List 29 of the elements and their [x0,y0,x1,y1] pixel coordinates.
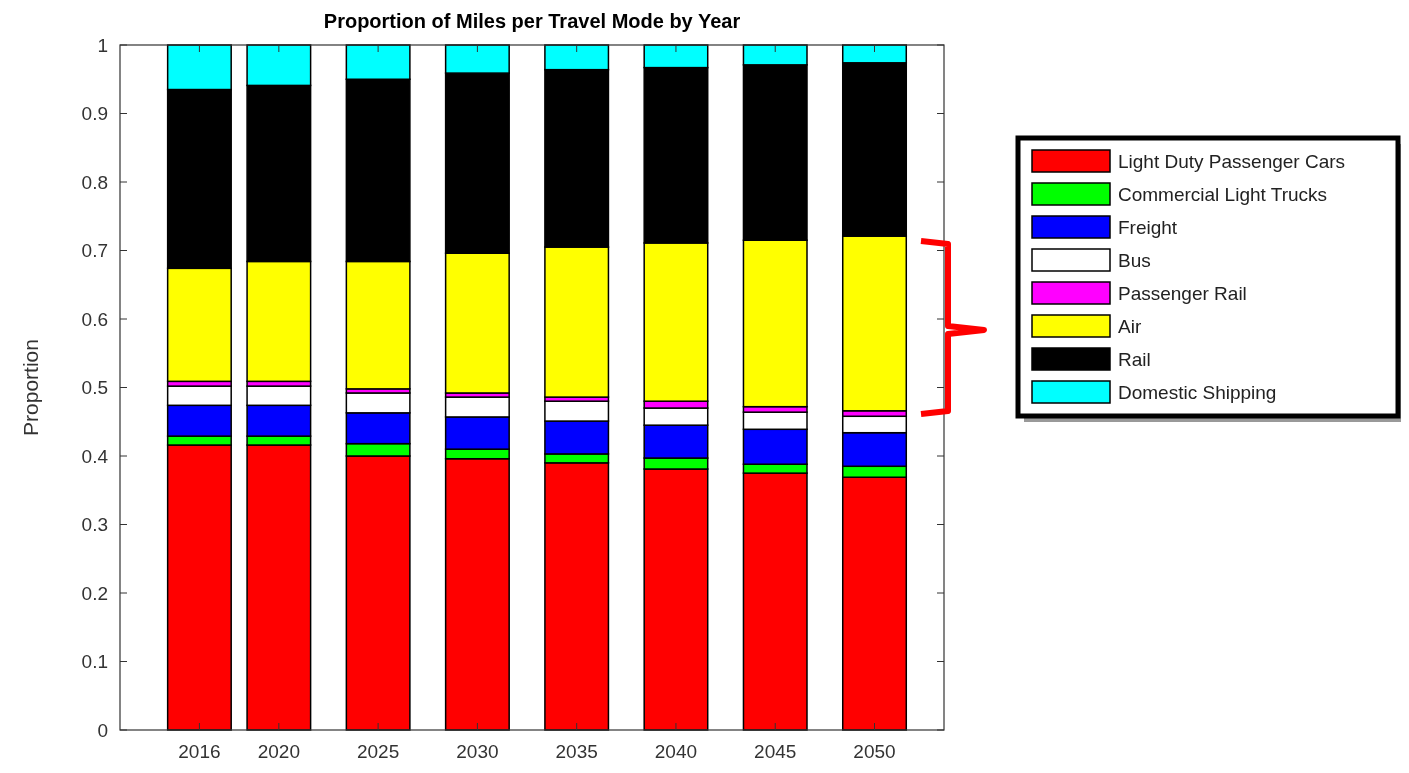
legend-label: Passenger Rail [1118,282,1247,304]
y-tick-label: 0.3 [81,514,108,536]
x-tick-label: 2050 [853,741,896,762]
y-tick-label: 0.8 [81,171,108,193]
y-tick-label: 0.7 [81,240,108,262]
y-tick-label: 0 [97,719,108,741]
x-tick-label: 2030 [456,741,499,762]
x-tick-label: 2035 [555,741,598,762]
legend-label: Light Duty Passenger Cars [1118,150,1346,172]
legend-label: Commercial Light Trucks [1118,183,1328,205]
legend-label: Bus [1118,249,1151,271]
y-axis-title: Proportion [19,339,42,436]
legend-label: Air [1118,315,1142,337]
x-tick-label: 2016 [178,741,221,762]
y-tick-label: 0.2 [81,582,108,604]
y-tick-label: 1 [97,34,108,56]
y-tick-label: 0.9 [81,103,108,125]
legend-label: Domestic Shipping [1118,381,1277,403]
y-tick-label: 0.4 [81,445,109,467]
legend-label: Rail [1118,348,1151,370]
y-tick-label: 0.1 [81,651,108,673]
x-tick-label: 2020 [257,741,300,762]
y-tick-label: 0.6 [81,308,108,330]
y-tick-label: 0.5 [81,377,108,399]
x-tick-label: 2045 [754,741,797,762]
chart-title: Proportion of Miles per Travel Mode by Year [323,10,741,32]
x-tick-label: 2040 [654,741,698,762]
x-tick-label: 2025 [356,741,400,762]
legend-label: Freight [1118,216,1178,238]
